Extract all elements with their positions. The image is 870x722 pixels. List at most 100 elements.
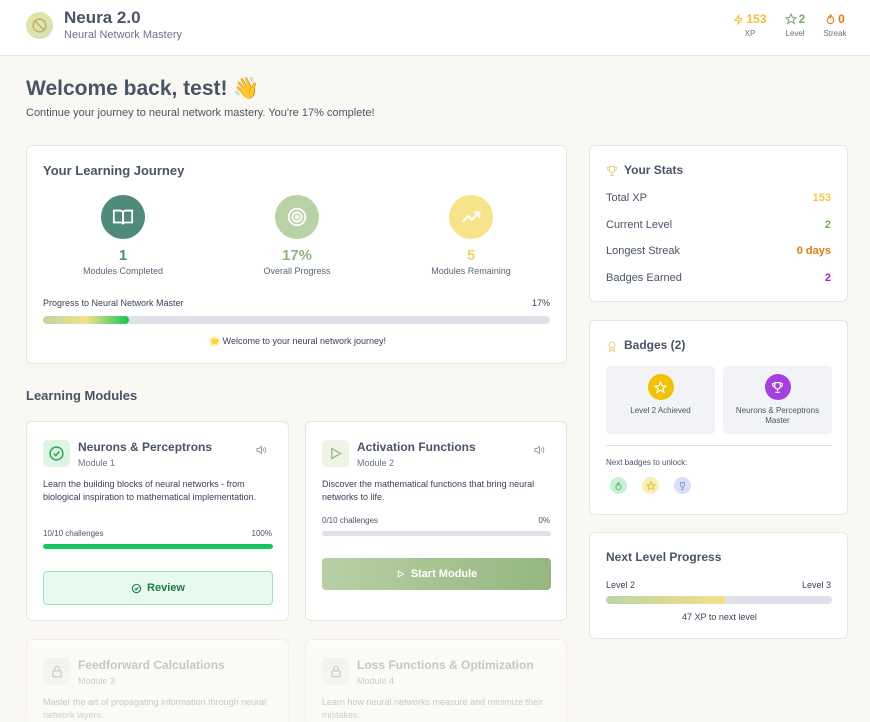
mastery-progress-label: Progress to Neural Network Master — [43, 298, 184, 308]
next-badge-trophy-icon[interactable] — [674, 477, 691, 494]
start-module-label: Start Module — [410, 568, 478, 580]
trending-up-icon — [449, 195, 493, 239]
start-module-button[interactable]: Start Module — [322, 558, 551, 590]
stat-label: Current Level — [606, 219, 673, 231]
speaker-icon[interactable] — [255, 444, 268, 456]
level-progress-fill — [606, 596, 726, 604]
xp-to-next-level: 47 XP to next level — [682, 612, 757, 622]
mastery-progress-bar — [43, 316, 550, 324]
level-stat: 2 Level — [775, 12, 815, 38]
stat-total-xp: Total XP 153 — [606, 192, 831, 204]
stat-badges-earned: Badges Earned 2 — [606, 272, 831, 284]
review-button[interactable]: Review — [43, 571, 273, 605]
module-description: Master the art of propagating informatio… — [43, 697, 267, 720]
next-level-card: Next Level Progress Level 2 Level 3 47 X… — [589, 532, 848, 639]
flame-icon — [826, 14, 835, 25]
welcome-subtitle: Continue your journey to neural network … — [26, 107, 375, 119]
stat-value: 2 — [824, 272, 831, 284]
next-badges-label: Next badges to unlock: — [606, 458, 688, 467]
overall-progress-value: 17% — [281, 247, 313, 264]
module-number: Module 2 — [357, 458, 395, 468]
overall-progress-label: Overall Progress — [263, 266, 331, 276]
trophy-icon — [764, 374, 791, 400]
module-card-1[interactable]: Neurons & Perceptrons Module 1 Learn the… — [26, 421, 289, 621]
journey-title: Your Learning Journey — [43, 163, 185, 178]
streak-stat: 0 Streak — [815, 12, 855, 38]
next-badge-flame-icon[interactable] — [610, 477, 627, 494]
logo-icon[interactable] — [26, 12, 53, 39]
badges-divider — [606, 445, 832, 446]
check-circle-icon — [131, 583, 142, 593]
modules-remaining-stat: 5 Modules Remaining — [411, 195, 531, 276]
target-icon — [275, 195, 319, 239]
module-challenges: 10/10 challenges — [43, 529, 104, 538]
module-title: Neurons & Perceptrons — [78, 440, 213, 454]
module-description: Learn the building blocks of neural netw… — [43, 479, 257, 502]
modules-completed-value: 1 — [118, 247, 128, 264]
trophy-icon — [607, 166, 617, 176]
badges-card: Badges (2) Level 2 Achieved Neurons & Pe… — [589, 320, 848, 515]
star-icon — [647, 374, 674, 400]
module-challenges: 0/10 challenges — [322, 516, 379, 525]
your-stats-card: Your Stats Total XP 153 Current Level 2 … — [589, 145, 848, 302]
next-level-title: Next Level Progress — [606, 550, 722, 564]
badge-level-2[interactable]: Level 2 Achieved — [606, 366, 715, 434]
module-percent: 0% — [538, 516, 550, 525]
stat-value: 153 — [812, 192, 831, 204]
learning-journey-card: Your Learning Journey 1 Modules Complete… — [26, 145, 567, 364]
module-number: Module 4 — [357, 676, 395, 686]
learning-modules-title: Learning Modules — [26, 388, 138, 403]
module-card-4: Loss Functions & Optimization Module 4 L… — [305, 639, 567, 722]
level-label: Level — [785, 29, 805, 38]
module-description: Learn how neural networks measure and mi… — [322, 697, 544, 720]
module-card-3: Feedforward Calculations Module 3 Master… — [26, 639, 289, 722]
streak-value: 0 — [838, 12, 845, 26]
speaker-icon[interactable] — [533, 444, 546, 456]
level-value: 2 — [798, 12, 806, 26]
award-icon — [608, 341, 616, 353]
xp-stat: 153 XP — [730, 12, 770, 38]
stat-value: 0 days — [796, 245, 831, 257]
mastery-progress-value: 17% — [531, 298, 550, 308]
review-button-label: Review — [147, 582, 185, 594]
stat-value: 2 — [824, 219, 831, 231]
badge-name: Level 2 Achieved — [630, 406, 691, 415]
overall-progress-stat: 17% Overall Progress — [237, 195, 357, 276]
badges-title: Badges (2) — [624, 338, 686, 352]
module-title: Feedforward Calculations — [78, 658, 225, 672]
stat-label: Badges Earned — [606, 272, 682, 284]
lock-icon — [43, 658, 70, 685]
play-icon — [322, 440, 349, 467]
mastery-progress-fill — [43, 316, 130, 324]
check-circle-icon — [43, 440, 70, 467]
module-description: Discover the mathematical functions that… — [322, 479, 535, 502]
modules-remaining-value: 5 — [466, 247, 476, 264]
lightning-icon — [734, 13, 744, 25]
xp-label: XP — [744, 29, 756, 38]
app-title: Neura 2.0 — [64, 8, 141, 27]
next-badge-star-icon[interactable] — [642, 477, 659, 494]
stats-title: Your Stats — [624, 163, 684, 177]
xp-value: 153 — [746, 12, 767, 26]
app-subtitle: Neural Network Mastery — [64, 29, 182, 41]
module-progress-bar — [322, 531, 551, 536]
module-percent: 100% — [251, 529, 272, 538]
streak-label: Streak — [823, 29, 847, 38]
module-title: Loss Functions & Optimization — [357, 658, 534, 672]
badge-name: Neurons & Perceptrons Master — [735, 406, 820, 425]
star-icon — [784, 13, 797, 25]
stat-longest-streak: Longest Streak 0 days — [606, 245, 831, 257]
modules-completed-label: Modules Completed — [82, 266, 164, 276]
stat-label: Longest Streak — [606, 245, 680, 257]
stat-label: Total XP — [606, 192, 647, 204]
module-card-2[interactable]: Activation Functions Module 2 Discover t… — [305, 421, 567, 621]
module-progress-bar — [43, 544, 273, 549]
book-icon — [101, 195, 145, 239]
module-number: Module 1 — [78, 458, 116, 468]
module-title: Activation Functions — [357, 440, 476, 454]
module-number: Module 3 — [78, 676, 116, 686]
lock-icon — [322, 658, 349, 685]
badge-neurons-master[interactable]: Neurons & Perceptrons Master — [723, 366, 832, 434]
level-progress-bar — [606, 596, 832, 604]
current-level-label: Level 2 — [606, 580, 636, 590]
